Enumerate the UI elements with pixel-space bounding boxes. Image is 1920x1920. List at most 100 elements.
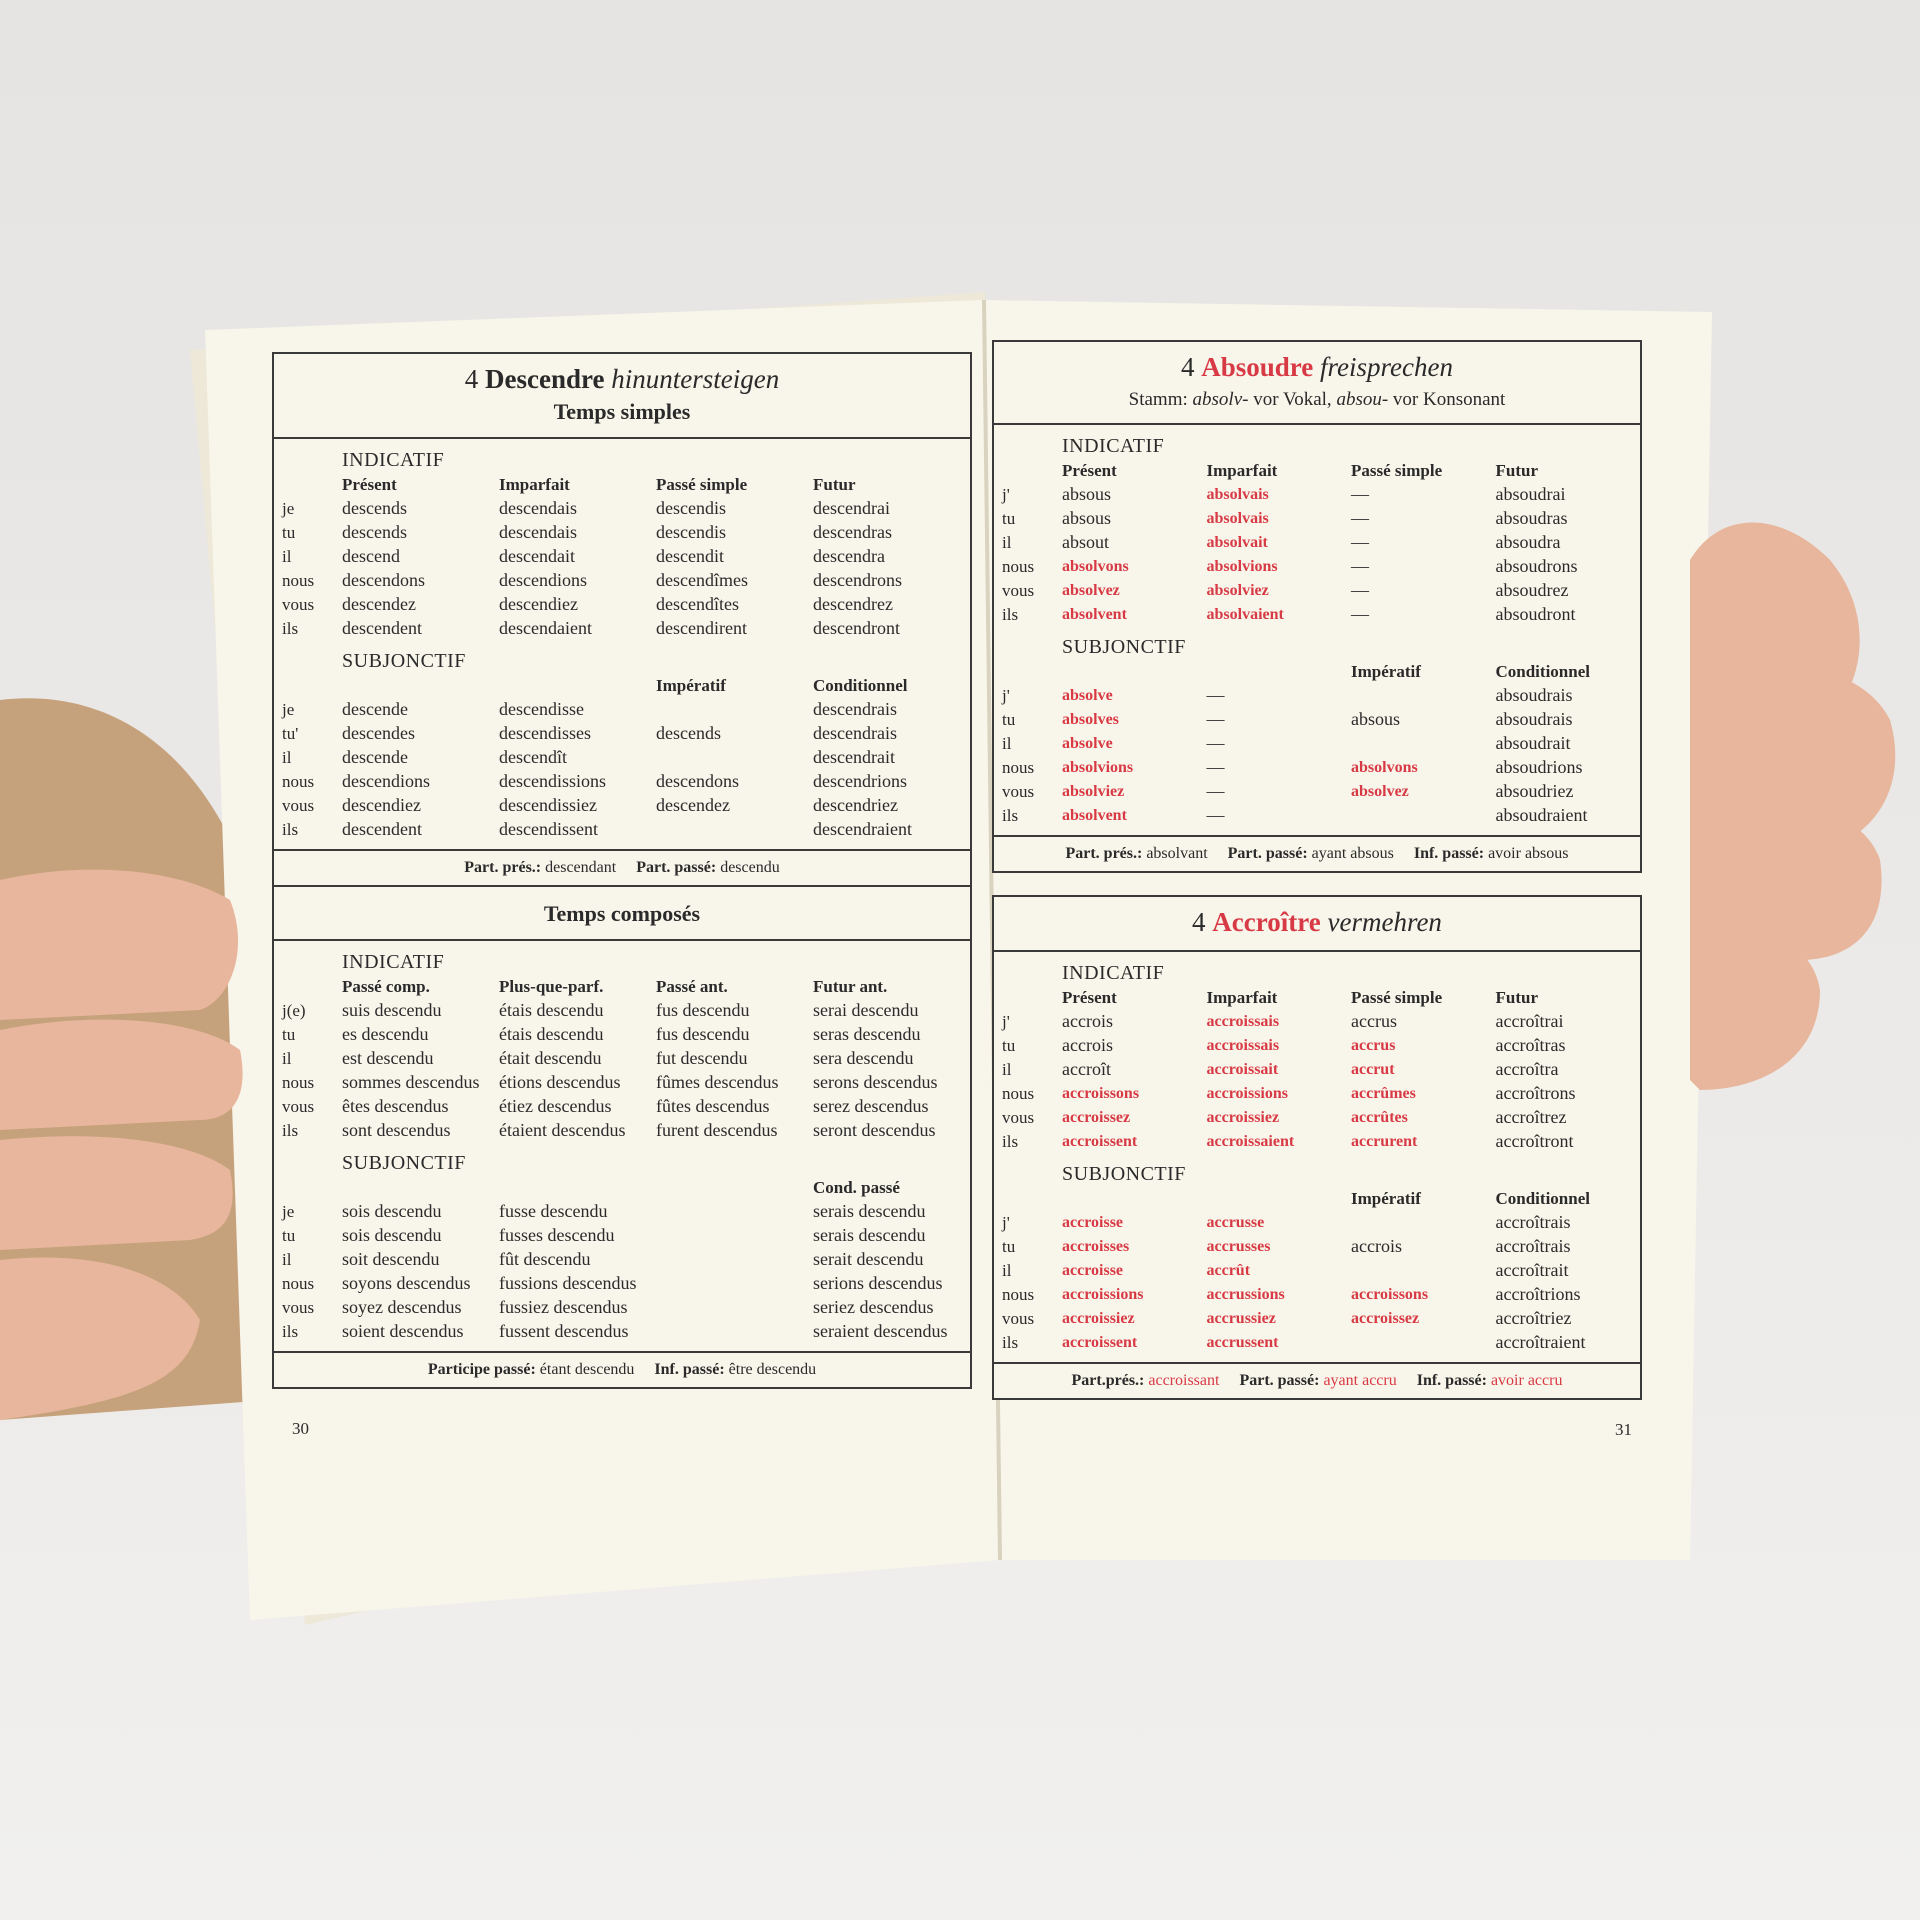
conjugation-form: accrusses — [1206, 1238, 1271, 1255]
conjugation-form: sois descendu — [342, 1225, 442, 1245]
mood-subjonctif: SUBJONCTIF Impératif Conditionnel je descend… — [274, 640, 970, 841]
pronoun: il — [282, 547, 292, 566]
column-header: Imparfait — [499, 475, 570, 494]
mood-label: INDICATIF — [1062, 435, 1165, 457]
conjugation-form: accrusse — [1206, 1214, 1265, 1231]
conjugation-form: descendes — [342, 723, 415, 743]
pronoun: nous — [1002, 1285, 1035, 1304]
conjugation-form: serait descendu — [813, 1249, 924, 1269]
right-page: 4 Absoudre freisprechen Stamm: absolv- v… — [992, 340, 1642, 1440]
verb-translation: hinuntersteigen — [611, 364, 780, 394]
conjugation-form: accrurent — [1351, 1133, 1418, 1150]
section-title: Temps composés — [543, 901, 701, 926]
header-spacer — [1002, 1187, 1054, 1210]
conjugation-form: accroissions — [1062, 1286, 1144, 1303]
spacer — [282, 941, 334, 974]
conjugation-form: accroîtriez — [1495, 1308, 1572, 1328]
verb-name: Accroître — [1212, 907, 1321, 937]
verb-translation: vermehren — [1327, 907, 1442, 937]
conjugation-form: descends — [342, 498, 407, 518]
conjugation-form: accrut — [1351, 1061, 1395, 1078]
conjugation-form: absoudras — [1495, 508, 1568, 528]
participle-group: Part.prés.: accroissant — [1072, 1370, 1220, 1392]
conjugation-form: absolvions — [1206, 558, 1278, 575]
header-spacer — [1002, 986, 1054, 1009]
conjugation-form: seriez descendus — [813, 1297, 934, 1317]
conjugation-form: serais descendu — [813, 1225, 926, 1245]
conjugation-form: descendissent — [499, 819, 598, 839]
conjugation-form: absoudrais — [1495, 709, 1573, 729]
conjugation-form: accroisses — [1062, 1238, 1130, 1255]
participle-label: Part. passé: — [636, 859, 717, 876]
conjugation-form: descendrez — [813, 594, 893, 614]
column-header: Impératif — [1351, 662, 1421, 681]
participle-value: descendant — [545, 859, 617, 876]
pronoun: ils — [1002, 806, 1019, 825]
pronoun: nous — [282, 571, 315, 590]
conjugation-form: accroîtra — [1495, 1059, 1559, 1079]
conjugation-form: seront descendus — [813, 1120, 936, 1140]
conjugation-form: accroîtrons — [1495, 1083, 1576, 1103]
pronoun: j' — [1002, 1012, 1010, 1031]
conjugation-form: étions descendus — [499, 1072, 621, 1092]
pronoun: ils — [282, 1121, 299, 1140]
conjugation-form: accrois — [1062, 1035, 1113, 1055]
conjugation-form: étiez descendus — [499, 1096, 612, 1116]
conjugation-form — [656, 1272, 805, 1295]
page-number: 30 — [292, 1419, 309, 1438]
conjugation-form: descendra — [813, 546, 885, 566]
conjugation-form: — — [1206, 709, 1225, 729]
stem-b: absou- — [1336, 389, 1389, 410]
conjugation-form: accroissais — [1206, 1037, 1280, 1054]
conjugation-form — [656, 1200, 805, 1223]
conjugation-form: descendions — [499, 570, 587, 590]
participle-value: avoir absous — [1488, 845, 1569, 862]
pronoun: ils — [282, 1322, 299, 1341]
column-header — [499, 1176, 648, 1199]
conjugation-form: accroissaient — [1206, 1133, 1295, 1150]
conjugation-form — [1351, 684, 1488, 707]
spacer — [282, 439, 334, 472]
column-header: Présent — [1062, 988, 1117, 1007]
verb-header: 4 Accroître vermehren — [994, 897, 1640, 952]
conjugation-form: était descendu — [499, 1048, 602, 1068]
conjugation-form: sommes descendus — [342, 1072, 480, 1092]
conjugation-form: descendîtes — [656, 594, 739, 614]
conjugation-form: seras descendu — [813, 1024, 921, 1044]
participle-group: Part. prés.: descendant — [464, 857, 616, 879]
pronoun: tu — [1002, 1036, 1016, 1055]
conjugation-form: soient descendus — [342, 1321, 464, 1341]
header-spacer — [1002, 459, 1054, 482]
mood-subjonctif: SUBJONCTIF Impératif Conditionnel j' absolve… — [994, 626, 1640, 827]
pronoun: tu' — [282, 724, 299, 743]
conjugation-form: — — [1351, 508, 1369, 528]
column-header — [1062, 660, 1199, 683]
verb-number: 4 — [1192, 907, 1206, 937]
conjugation-form: accroîtrait — [1495, 1260, 1569, 1280]
mood-label: SUBJONCTIF — [342, 650, 466, 672]
left-hand — [0, 869, 243, 1420]
conjugation-form: accroisse — [1062, 1214, 1124, 1231]
conjugation-form: accroissent — [1062, 1334, 1138, 1351]
pronoun: tu — [282, 1025, 296, 1044]
conjugation-form: fusses descendu — [499, 1225, 615, 1245]
conjugation-form: descendis — [656, 498, 726, 518]
conjugation-form: accroîtrions — [1495, 1284, 1581, 1304]
conjugation-form: descendent — [342, 819, 422, 839]
column-header: Conditionnel — [1495, 662, 1590, 681]
pronoun: nous — [1002, 1084, 1035, 1103]
conjugation-form: — — [1206, 733, 1225, 753]
column-header: Passé simple — [1351, 461, 1443, 480]
mood-indicatif: INDICATIF Présent Imparfait Passé simple Fut… — [994, 952, 1640, 1153]
conjugation-form: soyons descendus — [342, 1273, 471, 1293]
conjugation-form: est descendu — [342, 1048, 434, 1068]
section-title: Temps simples — [553, 399, 691, 424]
participles-footer: Part.prés.: accroissant Part. passé: ayan… — [994, 1362, 1640, 1398]
pronoun: tu — [282, 1226, 296, 1245]
descendre-table: 4 Descendre hinuntersteigen Temps simple… — [272, 352, 972, 1389]
conjugation-form: serez descendus — [813, 1096, 929, 1116]
header-spacer — [1002, 660, 1054, 683]
conjugation-form: accrussions — [1206, 1286, 1285, 1303]
conjugation-form: accrois — [1062, 1011, 1113, 1031]
mood-label: SUBJONCTIF — [342, 1152, 466, 1174]
